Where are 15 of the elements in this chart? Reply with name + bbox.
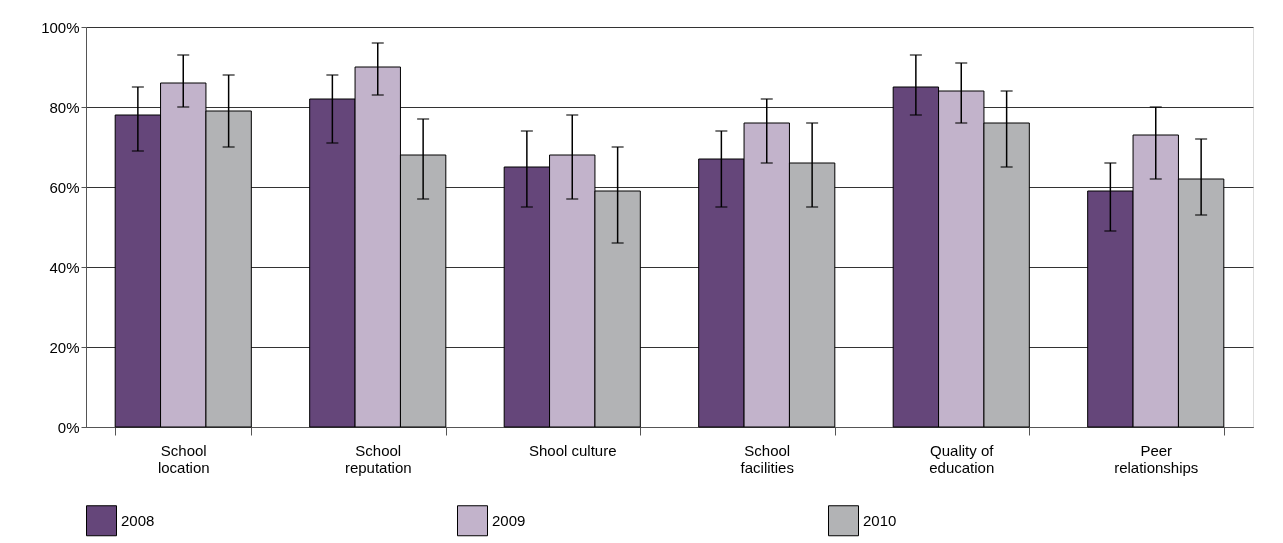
y-tick-label: 0%: [57, 418, 80, 436]
x-tick-label: Peer relationships: [1114, 441, 1199, 476]
legend-label: 2008: [121, 511, 155, 529]
x-tick-label: School reputation: [344, 441, 412, 476]
x-tick-label: Shool culture: [528, 441, 617, 459]
y-tick-label: 40%: [49, 258, 80, 276]
legend-label: 2009: [492, 511, 526, 529]
x-tick-label: Quality of education: [929, 441, 995, 476]
legend-label: 2010: [863, 511, 897, 529]
y-tick-label: 100%: [41, 18, 80, 36]
y-tick-label: 60%: [49, 178, 80, 196]
y-tick-label: 20%: [49, 338, 80, 356]
y-tick-label: 80%: [49, 98, 80, 116]
x-tick-label: School location: [157, 441, 210, 476]
x-tick-label: School facilities: [740, 441, 794, 476]
